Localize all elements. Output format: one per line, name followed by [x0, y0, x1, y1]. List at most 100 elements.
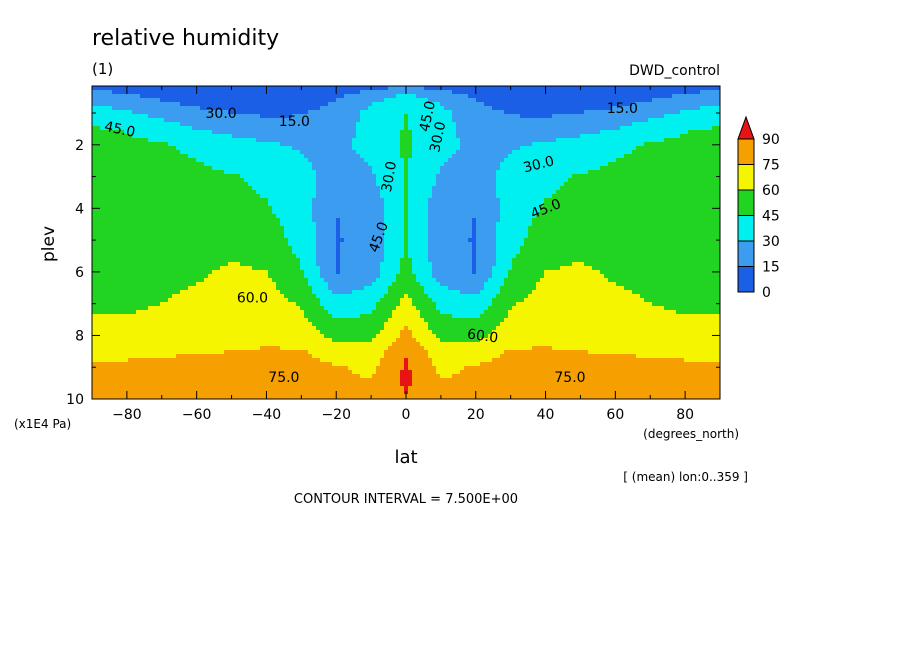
contour-cell [564, 90, 569, 95]
contour-cell [556, 194, 561, 199]
contour-cell [380, 118, 385, 123]
contour-cell [136, 166, 141, 171]
contour-cell [340, 206, 345, 211]
contour-cell [664, 146, 669, 151]
contour-cell [384, 86, 389, 91]
contour-cell [584, 178, 589, 183]
contour-cell [436, 198, 441, 203]
contour-cell [172, 174, 177, 179]
contour-cell [360, 158, 365, 163]
contour-cell [196, 206, 201, 211]
contour-cell [512, 202, 517, 207]
contour-cell [620, 138, 625, 143]
contour-cell [344, 198, 349, 203]
contour-cell [612, 150, 617, 155]
contour-cell [324, 178, 329, 183]
contour-cell [612, 170, 617, 175]
contour-cell [712, 202, 717, 207]
contour-cell [204, 94, 209, 99]
contour-cell [168, 90, 173, 95]
contour-cell [676, 202, 681, 207]
contour-cell [340, 142, 345, 147]
contour-cell [268, 126, 273, 131]
contour-cell [96, 130, 101, 135]
contour-cell [520, 162, 525, 167]
contour-cell [248, 118, 253, 123]
contour-cell [684, 86, 689, 91]
contour-cell [668, 150, 673, 155]
contour-cell [644, 186, 649, 191]
contour-cell [388, 114, 393, 119]
contour-cell [652, 142, 657, 147]
contour-cell [532, 210, 537, 215]
contour-cell [332, 114, 337, 119]
contour-cell [664, 202, 669, 207]
contour-cell [108, 106, 113, 111]
contour-cell [100, 190, 105, 195]
contour-cell [236, 142, 241, 147]
contour-cell [240, 134, 245, 139]
contour-cell [472, 198, 477, 203]
contour-cell [96, 126, 101, 131]
contour-cell [484, 146, 489, 151]
contour-cell [676, 194, 681, 199]
contour-cell [464, 94, 469, 99]
contour-cell [296, 206, 301, 211]
contour-cell [316, 86, 321, 91]
contour-cell [268, 190, 273, 195]
contour-cell [336, 166, 341, 171]
contour-cell [588, 90, 593, 95]
contour-cell [648, 134, 653, 139]
contour-cell [576, 126, 581, 131]
contour-cell [552, 142, 557, 147]
contour-cell [700, 190, 705, 195]
contour-cell [424, 182, 429, 187]
contour-cell [236, 186, 241, 191]
contour-cell [600, 106, 605, 111]
contour-cell [132, 202, 137, 207]
contour-cell [364, 166, 369, 171]
contour-cell [160, 146, 165, 151]
contour-cell [144, 210, 149, 215]
contour-cell [364, 138, 369, 143]
contour-cell [260, 202, 265, 207]
contour-cell [132, 154, 137, 159]
contour-cell [676, 182, 681, 187]
contour-cell [620, 174, 625, 179]
contour-cell [232, 178, 237, 183]
contour-cell [180, 178, 185, 183]
contour-cell [444, 86, 449, 91]
contour-cell [128, 102, 133, 107]
contour-cell [288, 154, 293, 159]
contour-cell [680, 154, 685, 159]
contour-cell [700, 150, 705, 155]
contour-cell [224, 130, 229, 135]
contour-cell [268, 162, 273, 167]
contour-cell [104, 134, 109, 139]
contour-cell [384, 134, 389, 139]
contour-cell [312, 94, 317, 99]
contour-cell [328, 170, 333, 175]
contour-cell [676, 162, 681, 167]
contour-cell [460, 210, 465, 215]
contour-cell [676, 126, 681, 131]
contour-cell [436, 154, 441, 159]
contour-cell [312, 90, 317, 95]
contour-cell [700, 158, 705, 163]
contour-cell [696, 142, 701, 147]
contour-cell [676, 130, 681, 135]
contour-cell [664, 122, 669, 127]
contour-cell [620, 146, 625, 151]
contour-cell [616, 86, 621, 91]
contour-cell [664, 174, 669, 179]
contour-cell [596, 110, 601, 115]
contour-cell [572, 98, 577, 103]
contour-cell [560, 202, 565, 207]
contour-cell [640, 166, 645, 171]
contour-cell [652, 86, 657, 91]
contour-cell [172, 154, 177, 159]
contour-cell [356, 94, 361, 99]
contour-cell [204, 198, 209, 203]
contour-cell [472, 178, 477, 183]
contour-cell [696, 150, 701, 155]
